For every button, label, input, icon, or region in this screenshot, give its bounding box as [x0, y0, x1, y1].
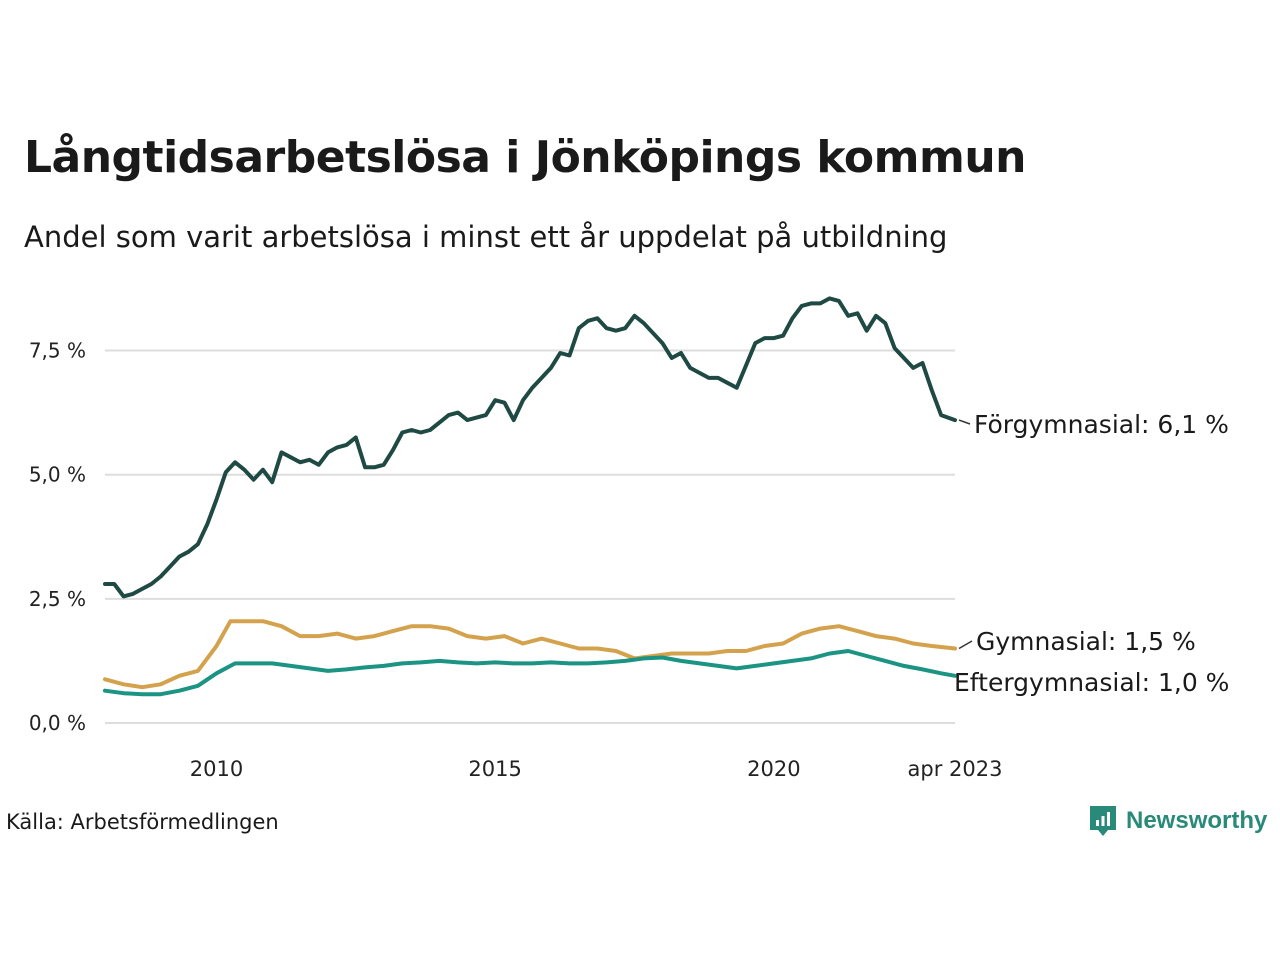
x-tick-label: apr 2023	[908, 757, 1003, 781]
source-note: Källa: Arbetsförmedlingen	[6, 810, 279, 834]
chart-subtitle: Andel som varit arbetslösa i minst ett å…	[24, 220, 948, 254]
newsworthy-logo-icon	[1090, 806, 1116, 836]
end-label-leader	[958, 419, 971, 425]
x-tick-label: 2020	[747, 757, 800, 781]
end-label-förgymnasial: Förgymnasial: 6,1 %	[974, 410, 1229, 439]
brand-logo[interactable]: Newsworthy	[1088, 804, 1267, 838]
series-line-eftergymnasial	[103, 649, 957, 697]
brand-name: Newsworthy	[1126, 807, 1268, 834]
end-label-gymnasial: Gymnasial: 1,5 %	[976, 627, 1196, 656]
x-tick-label: 2010	[190, 757, 243, 781]
series-line-gymnasial	[103, 619, 957, 690]
y-tick-label: 2,5 %	[29, 587, 86, 611]
y-tick-label: 0,0 %	[29, 711, 86, 735]
y-tick-label: 5,0 %	[29, 463, 86, 487]
x-tick-label: 2015	[468, 757, 521, 781]
y-tick-label: 7,5 %	[29, 339, 86, 363]
end-label-eftergymnasial: Eftergymnasial: 1,0 %	[954, 668, 1229, 697]
chart-title: Långtidsarbetslösa i Jönköpings kommun	[24, 132, 1027, 183]
series-line-förgymnasial	[103, 296, 957, 599]
end-label-leader	[958, 640, 973, 650]
